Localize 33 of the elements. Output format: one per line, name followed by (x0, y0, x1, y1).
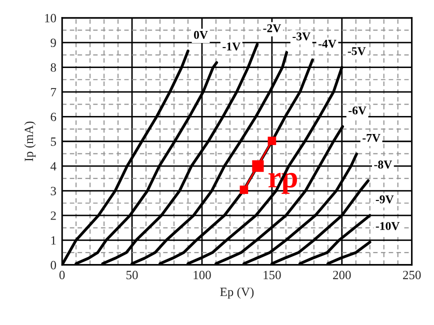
y-tick-label: 2 (50, 212, 56, 220)
series-label: -2V (263, 24, 282, 32)
series-label: 0V (194, 30, 208, 39)
y-tick-label: 0 (50, 260, 56, 270)
series-label: -7V (362, 134, 380, 142)
y-tick-label: 1 (51, 236, 56, 245)
series-label: -4V (318, 40, 336, 48)
series-label: -3V (292, 32, 310, 40)
y-tick-label: 6 (50, 112, 56, 122)
series-label: -10V (376, 222, 400, 230)
series-label: -6V (348, 106, 366, 114)
y-tick-label: 7 (51, 88, 56, 96)
point (268, 136, 276, 146)
x-tick-label: 50 (126, 270, 138, 280)
x-axis-title: Ep (V) (220, 287, 254, 299)
y-tick-label: 3 (50, 186, 56, 196)
series-label: -9V (376, 195, 394, 204)
x-tick-label: 100 (194, 270, 211, 280)
x-tick-label: 200 (333, 270, 351, 280)
y-axis-title: Ip (mA) (24, 122, 36, 162)
y-tick-label: 4 (50, 162, 56, 170)
point (252, 160, 264, 172)
x-tick-label: 0 (59, 270, 65, 280)
x-tick-label: 150 (264, 270, 281, 280)
point (240, 186, 248, 194)
series-label: -5V (348, 47, 366, 56)
y-tick-label: 8 (50, 63, 56, 72)
x-tick-label: 250 (403, 270, 421, 280)
series-label: -8V (374, 160, 392, 169)
y-tick-label: 10 (45, 14, 56, 22)
y-tick-label: 5 (50, 138, 56, 146)
y-tick-label: 9 (50, 38, 56, 48)
series-label: -1V (222, 42, 240, 51)
